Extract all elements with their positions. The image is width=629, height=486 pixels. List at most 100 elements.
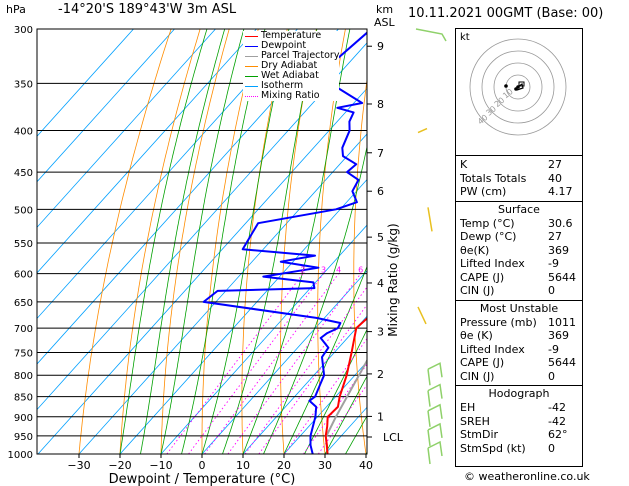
pressure-tick-label: 750 xyxy=(14,348,33,359)
x-tick-label: 0 xyxy=(199,459,206,472)
dry-adiabat-line xyxy=(160,29,230,454)
legend-item: Dewpoint xyxy=(243,41,339,51)
legend-label: Wet Adiabat xyxy=(261,70,319,81)
hodograph-panel: kt 10 20 30 40 xyxy=(455,28,583,156)
wind-barb xyxy=(417,306,427,325)
isotherm-line xyxy=(37,29,216,228)
index-label: CIN (J) xyxy=(460,369,495,383)
index-label: θe(K) xyxy=(460,243,490,257)
pressure-tick-label: 650 xyxy=(14,298,33,309)
index-value: 40 xyxy=(548,171,562,185)
index-label: SREH xyxy=(460,414,490,428)
index-row: θe(K) 369 xyxy=(460,244,578,258)
isotherm-line xyxy=(201,270,367,454)
legend-label: Mixing Ratio xyxy=(261,90,320,101)
legend-item: Temperature xyxy=(243,31,339,41)
pressure-tick-label: 800 xyxy=(14,371,33,382)
index-row: CAPE (J) 5644 xyxy=(460,356,578,370)
index-value: 0 xyxy=(548,284,555,297)
wind-barb xyxy=(415,28,447,42)
index-label: PW (cm) xyxy=(460,185,507,198)
legend-label: Isotherm xyxy=(261,80,304,91)
section-divider xyxy=(456,200,582,202)
pressure-tick-label: 300 xyxy=(14,25,33,36)
mixing-ratio-label: 4 xyxy=(336,266,341,275)
index-row: StmSpd (kt) 0 xyxy=(460,442,578,456)
index-value: -9 xyxy=(548,257,559,270)
legend-swatch xyxy=(245,76,258,77)
index-row: CIN (J) 0 xyxy=(460,284,578,298)
index-value: 62° xyxy=(548,428,568,441)
km-tick-label: 3 xyxy=(377,326,384,339)
section-divider xyxy=(456,299,582,301)
index-label: Totals Totals xyxy=(460,171,527,185)
index-label: K xyxy=(460,158,468,171)
index-row: Dewp (°C) 27 xyxy=(460,230,578,244)
isotherm-line xyxy=(242,315,367,454)
index-value: 0 xyxy=(548,369,555,383)
pressure-tick-label: 450 xyxy=(14,168,33,179)
isotherm-line xyxy=(160,224,367,454)
index-label: θe (K) xyxy=(460,329,493,342)
index-value: -42 xyxy=(548,401,566,414)
hodograph-ring xyxy=(469,38,567,136)
isotherm-line xyxy=(119,178,367,454)
pressure-tick-label: 600 xyxy=(14,270,33,281)
indices-panel: K 27 Totals Totals 40 PW (cm) 4.17 Surface Temp… xyxy=(455,155,583,467)
isotherm-line xyxy=(37,29,298,320)
wind-barb xyxy=(417,127,428,134)
pressure-unit-label: hPa xyxy=(6,3,26,16)
index-label: Dewp (°C) xyxy=(460,230,517,243)
legend-swatch xyxy=(245,86,258,87)
index-label: Lifted Index xyxy=(460,257,525,270)
index-label: Pressure (mb) xyxy=(460,315,537,329)
x-tick-label: −20 xyxy=(108,459,131,472)
legend-label: Dry Adiabat xyxy=(261,60,318,71)
pressure-tick-label: 850 xyxy=(14,393,33,404)
index-value: -9 xyxy=(548,342,559,356)
index-row: PW (cm) 4.17 xyxy=(460,185,578,199)
x-tick-label: 20 xyxy=(277,459,291,472)
wind-barb xyxy=(427,362,443,386)
x-axis-label: Dewpoint / Temperature (°C) xyxy=(109,472,296,486)
isotherm-line xyxy=(37,29,134,137)
wind-barb xyxy=(427,422,443,446)
index-value: 5644 xyxy=(548,270,576,284)
asl-unit-label: ASL xyxy=(374,16,395,29)
mixing-ratio-line xyxy=(227,273,362,454)
wind-barb xyxy=(427,403,443,427)
index-value: 27 xyxy=(548,158,562,171)
km-tick-label: 5 xyxy=(377,231,384,244)
wet-adiabat-line xyxy=(160,29,245,454)
hodograph-ring-label: 10 xyxy=(501,87,515,100)
x-tick-label: 10 xyxy=(236,459,250,472)
hodograph-point xyxy=(504,84,508,88)
index-label: Lifted Index xyxy=(460,342,525,356)
mixing-ratio-label: 3 xyxy=(321,266,326,275)
legend-item: Parcel Trajectory xyxy=(243,51,339,61)
pressure-tick-label: 900 xyxy=(14,413,33,424)
datetime-title: 10.11.2021 00GMT (Base: 00) xyxy=(408,6,604,21)
lcl-label: LCL xyxy=(383,431,404,444)
index-row: CIN (J) 0 xyxy=(460,370,578,384)
hodograph-ring xyxy=(493,62,543,112)
legend-swatch xyxy=(245,96,258,97)
skewt-chart: 2 3 4 6 8 10 15 20 25 30035040045050055060065070… xyxy=(8,25,404,486)
x-tick-label: −10 xyxy=(149,459,172,472)
index-row: θe (K) 369 xyxy=(460,329,578,343)
km-tick-label: 7 xyxy=(377,147,384,160)
index-label: CIN (J) xyxy=(460,284,495,297)
legend-swatch xyxy=(245,56,258,57)
index-row: SREH -42 xyxy=(460,415,578,429)
x-tick-label: −30 xyxy=(67,459,90,472)
legend-item: Wet Adiabat xyxy=(243,71,339,81)
index-row: K 27 xyxy=(460,158,578,172)
parcel-trajectory-line xyxy=(324,358,367,454)
wet-adiabat-line xyxy=(304,328,367,454)
storm-motion-marker xyxy=(518,81,525,87)
dry-adiabat-line xyxy=(353,76,367,454)
index-value: 0 xyxy=(548,441,555,455)
km-unit-label: km xyxy=(376,3,394,16)
legend-item: Isotherm xyxy=(243,81,339,91)
index-row: Temp (°C) 30.6 xyxy=(460,217,578,231)
